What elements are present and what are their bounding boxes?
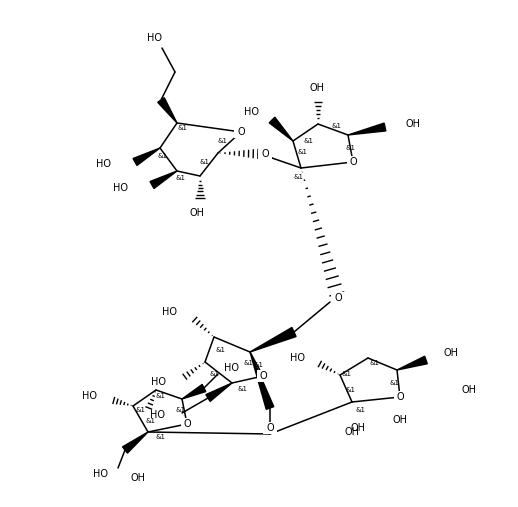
Bar — [394, 391, 407, 403]
Bar — [180, 418, 194, 430]
Polygon shape — [206, 383, 232, 402]
Text: &1: &1 — [293, 174, 303, 180]
Text: OH: OH — [131, 473, 146, 483]
Text: &1: &1 — [303, 138, 313, 144]
Text: &1: &1 — [177, 125, 187, 131]
Text: &1: &1 — [216, 347, 226, 353]
Text: &1: &1 — [346, 387, 356, 393]
Text: HO: HO — [82, 391, 97, 401]
Text: OH: OH — [406, 119, 421, 129]
Text: &1: &1 — [298, 149, 308, 155]
Text: &1: &1 — [176, 175, 186, 181]
Text: &1: &1 — [176, 407, 186, 413]
Polygon shape — [157, 98, 177, 123]
Polygon shape — [123, 432, 148, 453]
Text: &1: &1 — [345, 145, 355, 151]
Text: HO: HO — [151, 377, 166, 387]
Text: O: O — [237, 127, 245, 137]
Bar — [258, 148, 272, 160]
Polygon shape — [133, 148, 160, 165]
Text: HO: HO — [96, 159, 111, 169]
Text: &1: &1 — [199, 159, 209, 165]
Text: OH: OH — [309, 83, 324, 93]
Polygon shape — [150, 171, 177, 189]
Text: HO: HO — [150, 410, 165, 420]
Text: &1: &1 — [145, 418, 155, 424]
Text: HO: HO — [93, 469, 108, 479]
Polygon shape — [269, 117, 293, 141]
Bar — [347, 156, 359, 168]
Text: &1: &1 — [243, 360, 253, 366]
Text: OH: OH — [351, 423, 366, 433]
Bar — [256, 370, 269, 382]
Text: HO: HO — [113, 183, 128, 193]
Text: OH: OH — [190, 208, 205, 218]
Text: OH: OH — [393, 415, 408, 425]
Text: O: O — [183, 419, 191, 429]
Text: OH: OH — [462, 385, 477, 395]
Text: &1: &1 — [155, 434, 165, 440]
Text: &1: &1 — [390, 380, 400, 386]
Bar — [234, 126, 248, 138]
Text: O: O — [396, 392, 404, 402]
Bar — [331, 292, 345, 304]
Text: &1: &1 — [356, 407, 366, 413]
Text: OH: OH — [344, 427, 359, 437]
Text: &1: &1 — [135, 407, 145, 413]
Text: &1: &1 — [254, 362, 264, 368]
Text: &1: &1 — [342, 371, 352, 377]
Polygon shape — [397, 356, 427, 370]
Bar — [263, 422, 277, 434]
Text: O: O — [259, 371, 267, 381]
Text: HO: HO — [290, 353, 305, 363]
Text: HO: HO — [148, 33, 163, 43]
Text: O: O — [261, 149, 269, 159]
Text: &1: &1 — [156, 393, 166, 399]
Text: HO: HO — [162, 307, 177, 317]
Text: &1: &1 — [238, 386, 248, 392]
Text: &1: &1 — [332, 123, 342, 129]
Text: O: O — [349, 157, 357, 167]
Polygon shape — [182, 384, 206, 399]
Text: O: O — [266, 423, 274, 433]
Text: &1: &1 — [210, 371, 220, 377]
Text: &1: &1 — [217, 138, 227, 144]
Text: &1: &1 — [158, 153, 168, 159]
Text: HO: HO — [244, 107, 259, 117]
Polygon shape — [250, 352, 274, 409]
Text: OH: OH — [443, 348, 458, 358]
Text: HO: HO — [224, 363, 239, 373]
Polygon shape — [250, 328, 296, 352]
Text: &1: &1 — [369, 360, 379, 366]
Polygon shape — [348, 123, 386, 135]
Text: O: O — [334, 293, 342, 303]
